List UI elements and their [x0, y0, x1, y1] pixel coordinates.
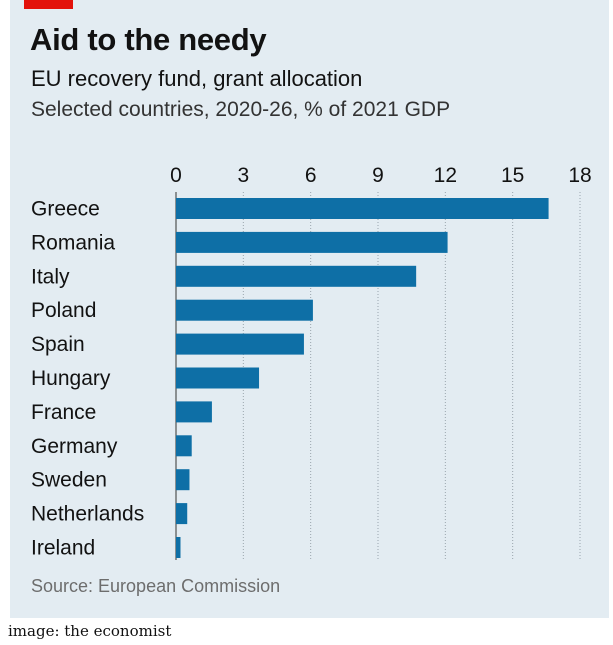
- category-label: Sweden: [31, 469, 107, 492]
- bar-france: [176, 401, 212, 423]
- bar-netherlands: [176, 503, 188, 525]
- bar-spain: [176, 333, 304, 355]
- category-label: Spain: [31, 333, 85, 356]
- x-tick-label: 0: [170, 164, 182, 187]
- x-tick-label: 3: [237, 164, 249, 187]
- category-label: France: [31, 401, 96, 424]
- bar-hungary: [176, 367, 260, 389]
- bar-greece: [176, 198, 549, 219]
- x-tick-label: 6: [305, 164, 317, 187]
- brand-red-bar: [24, 0, 73, 9]
- image-credit: image: the economist: [8, 622, 172, 640]
- category-label: Germany: [31, 435, 118, 458]
- category-label: Italy: [31, 265, 70, 288]
- bar-germany: [176, 435, 192, 457]
- bar-sweden: [176, 469, 190, 491]
- category-label: Hungary: [31, 367, 111, 390]
- category-label: Netherlands: [31, 503, 144, 526]
- bar-ireland: [176, 537, 181, 558]
- bar-poland: [176, 299, 313, 321]
- bars: [176, 198, 549, 558]
- chart-unit-note: Selected countries, 2020-26, % of 2021 G…: [31, 98, 451, 121]
- x-tick-label: 15: [501, 164, 524, 187]
- x-tick-label: 12: [434, 164, 457, 187]
- category-label: Ireland: [31, 537, 95, 560]
- category-labels: Greece Romania Italy Poland Spain Hungary Fran…: [31, 198, 144, 560]
- bar-romania: [176, 231, 448, 253]
- category-label: Poland: [31, 299, 96, 322]
- category-label: Greece: [31, 198, 100, 221]
- x-tick-label: 9: [372, 164, 384, 187]
- x-tick-label: 18: [568, 164, 591, 187]
- bar-italy: [176, 265, 417, 287]
- chart-subtitle: EU recovery fund, grant allocation: [31, 66, 363, 91]
- x-axis-ticks: 0 3 6 9 12 15 18: [170, 164, 592, 187]
- source-note: Source: European Commission: [31, 576, 281, 596]
- chart-title: Aid to the needy: [30, 22, 267, 57]
- category-label: Romania: [31, 231, 115, 254]
